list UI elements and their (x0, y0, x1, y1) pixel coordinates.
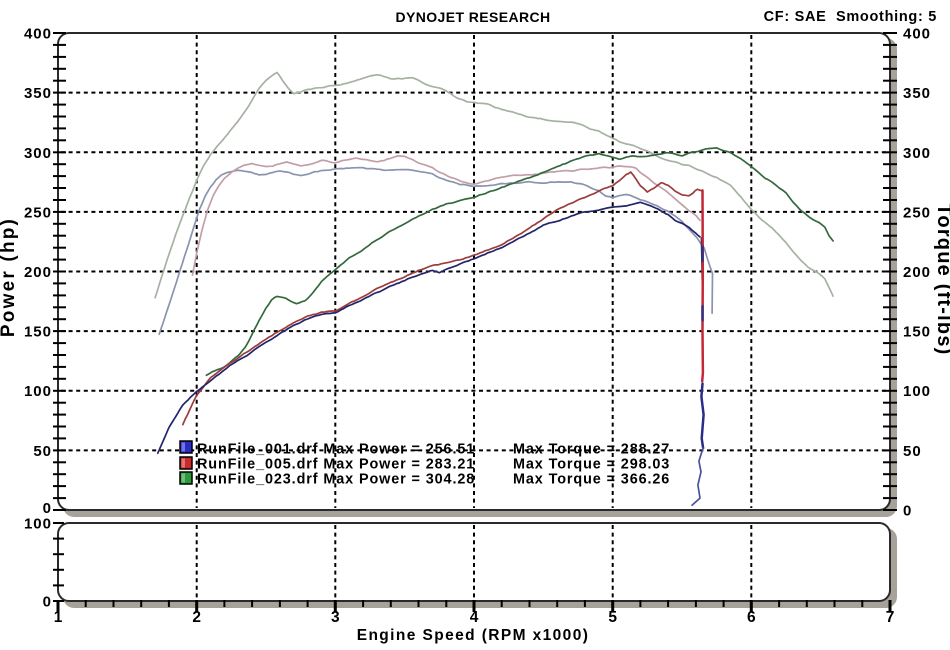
svg-text:400: 400 (903, 26, 931, 43)
svg-text:0: 0 (903, 503, 912, 520)
svg-text:7: 7 (886, 609, 895, 626)
svg-text:Engine Speed (RPM x1000): Engine Speed (RPM x1000) (357, 627, 590, 644)
svg-text:RunFile_005.drf Max Power = 28: RunFile_005.drf Max Power = 283.21 (197, 457, 475, 473)
svg-text:200: 200 (24, 264, 52, 281)
svg-text:Max Torque = 366.26: Max Torque = 366.26 (513, 472, 670, 488)
svg-text:1: 1 (54, 609, 63, 626)
svg-text:150: 150 (24, 324, 52, 341)
svg-text:DYNOJET RESEARCH: DYNOJET RESEARCH (396, 9, 551, 25)
svg-text:3: 3 (331, 609, 340, 626)
svg-text:RunFile_001.drf Max Power = 25: RunFile_001.drf Max Power = 256.51 (197, 442, 475, 458)
svg-text:0: 0 (43, 594, 52, 611)
svg-text:250: 250 (24, 204, 52, 221)
svg-text:2: 2 (192, 609, 201, 626)
svg-text:350: 350 (903, 85, 931, 102)
svg-text:5: 5 (608, 609, 617, 626)
svg-text:200: 200 (903, 264, 931, 281)
svg-text:400: 400 (24, 26, 52, 43)
svg-text:100: 100 (24, 516, 52, 533)
svg-text:300: 300 (903, 145, 931, 162)
svg-text:4: 4 (470, 609, 479, 626)
svg-text:150: 150 (903, 324, 931, 341)
svg-text:250: 250 (903, 204, 931, 221)
svg-text:50: 50 (33, 443, 52, 460)
svg-text:Torque (ft-lbs): Torque (ft-lbs) (933, 203, 950, 355)
svg-text:Max Torque = 288.27: Max Torque = 288.27 (513, 442, 670, 458)
svg-text:300: 300 (24, 145, 52, 162)
svg-text:RunFile_023.drf Max Power = 30: RunFile_023.drf Max Power = 304.28 (197, 472, 475, 488)
svg-text:0: 0 (43, 500, 52, 517)
svg-text:CF: SAE Smoothing: 5: CF: SAE Smoothing: 5 (764, 9, 937, 25)
svg-text:6: 6 (747, 609, 756, 626)
svg-text:100: 100 (24, 383, 52, 400)
svg-text:350: 350 (24, 85, 52, 102)
svg-text:100: 100 (903, 383, 931, 400)
svg-text:50: 50 (903, 443, 922, 460)
svg-text:Power (hp): Power (hp) (0, 217, 19, 337)
svg-text:Max Torque = 298.03: Max Torque = 298.03 (513, 457, 670, 473)
